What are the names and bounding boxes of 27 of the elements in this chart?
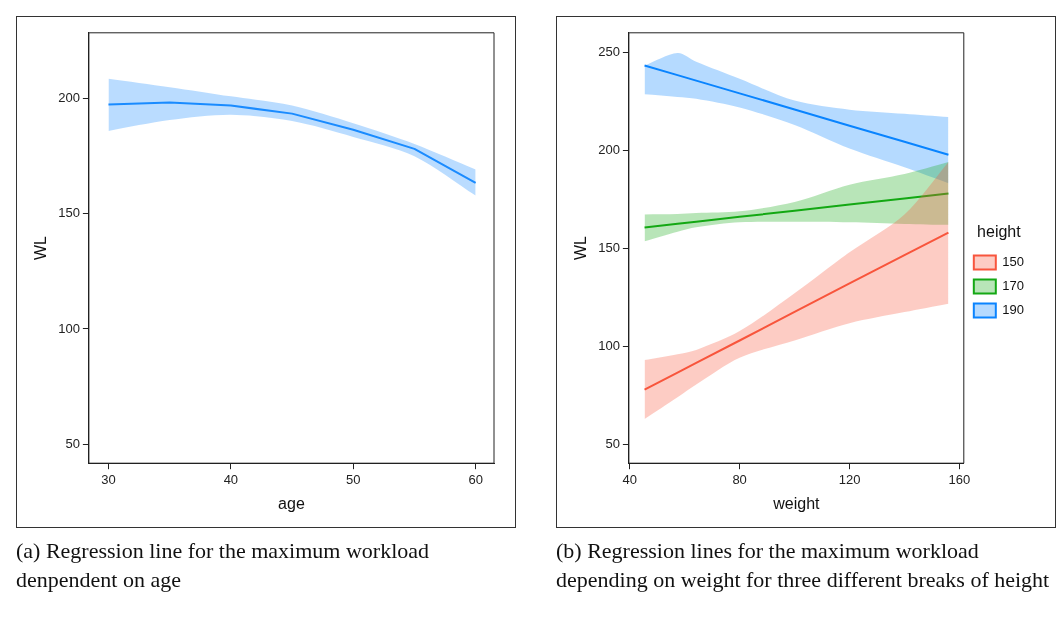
y-tick-label: 150: [58, 205, 80, 221]
x-tick-label: 30: [101, 471, 116, 487]
y-tick-label: 50: [65, 435, 80, 451]
y-tick-label: 100: [598, 337, 620, 353]
x-tick-label: 160: [948, 471, 971, 487]
x-tick-label: 40: [622, 471, 637, 487]
text: (a) Regression line for the maximum workload denpendent on age: [16, 537, 430, 594]
legend-label: 190: [1002, 302, 1025, 318]
legend-title: height: [977, 222, 1022, 240]
x-tick-label: 50: [346, 471, 361, 487]
y-tick-label: 200: [598, 141, 620, 157]
y-tick-label: 150: [598, 239, 620, 255]
x-tick-label: 120: [838, 471, 861, 487]
legend-label: 170: [1002, 278, 1025, 294]
y-axis-title: WL: [32, 235, 50, 260]
y-tick-label: 50: [605, 435, 620, 451]
x-tick-label: 40: [223, 471, 239, 487]
y-tick-label: 100: [58, 320, 80, 336]
y-tick-label: 250: [598, 43, 620, 59]
legend-label: 150: [1002, 254, 1025, 270]
y-tick-label: 200: [58, 90, 80, 106]
x-tick-label: 60: [468, 471, 483, 487]
y-axis-title: WL: [572, 235, 590, 260]
x-axis-title: age: [278, 494, 305, 512]
text: (b) Regression lines for the maximum workload depending on weight for three different breaks of height: [556, 537, 1051, 594]
x-axis-title: weight: [772, 494, 821, 512]
x-tick-label: 80: [732, 471, 747, 487]
